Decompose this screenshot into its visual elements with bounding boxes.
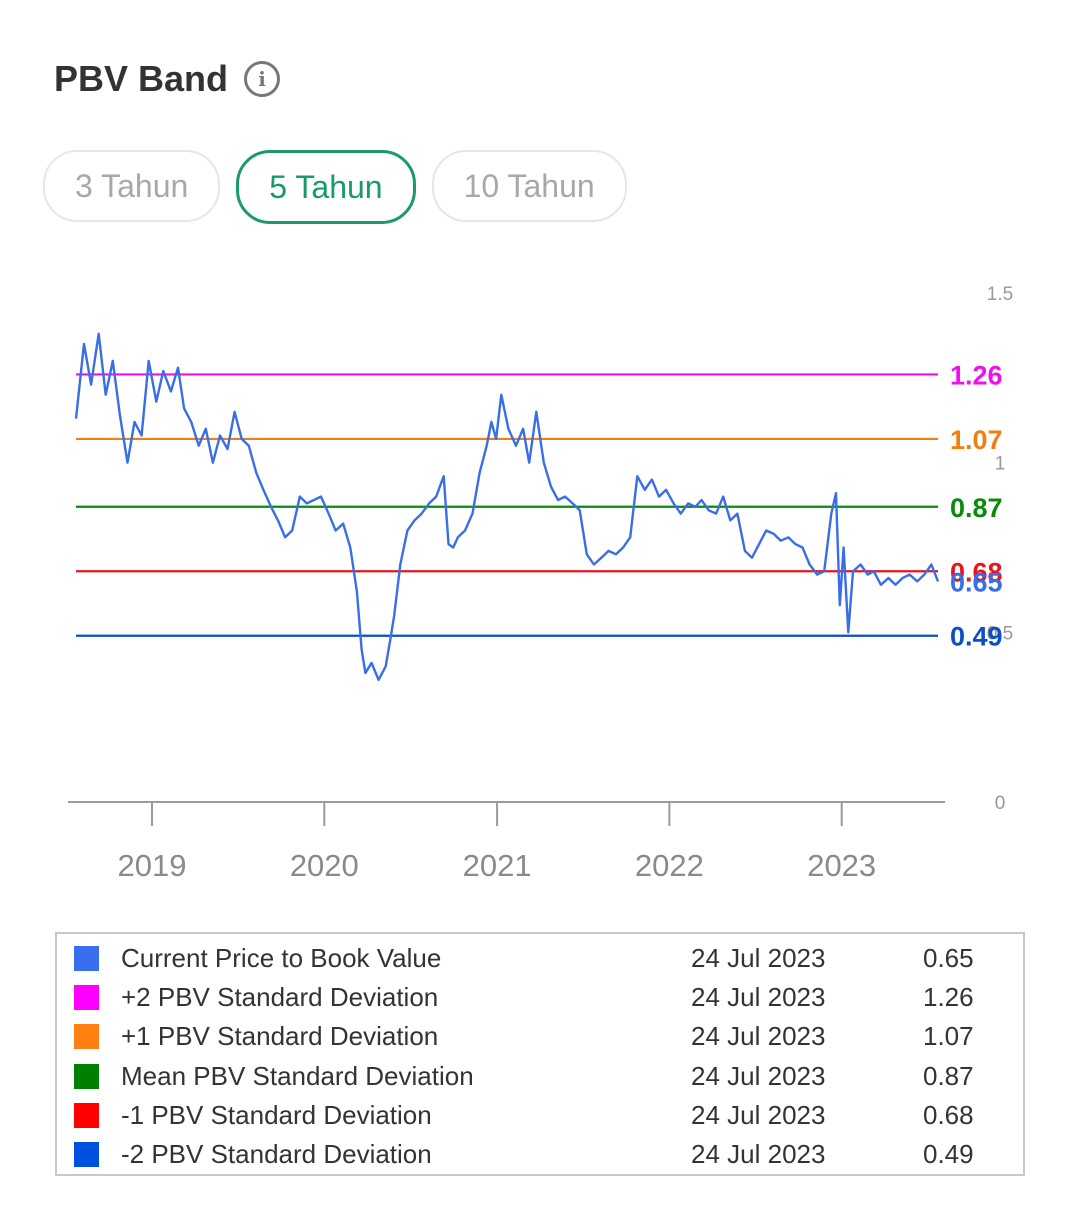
x-tick-label: 2020 (290, 848, 359, 883)
legend-swatch (74, 1142, 99, 1168)
tab-5-tahun[interactable]: 5 Tahun (236, 150, 416, 224)
band-lines (76, 373, 938, 637)
legend-row: -1 PBV Standard Deviation 24 Jul 2023 0.… (57, 1096, 1023, 1135)
x-tick-label: 2019 (118, 848, 187, 883)
legend-swatch (74, 1024, 99, 1050)
legend-name: -1 PBV Standard Deviation (121, 1099, 432, 1130)
legend-swatch (74, 946, 99, 972)
tab-3-tahun[interactable]: 3 Tahun (43, 150, 221, 222)
y-tick-label: 0.5 (987, 623, 1013, 644)
series-line (74, 332, 940, 681)
legend-name: Mean PBV Standard Deviation (121, 1060, 474, 1091)
legend-name: Current Price to Book Value (121, 943, 442, 974)
series-value-label: 0.65 (950, 567, 1003, 597)
legend-value: 0.65 (923, 943, 974, 974)
x-tick-label: 2022 (635, 848, 704, 883)
legend-date: 24 Jul 2023 (691, 1021, 826, 1052)
legend-date: 24 Jul 2023 (691, 943, 826, 974)
band-value-label: 0.68 (950, 557, 1003, 587)
band-value-label: 1.26 (950, 360, 1003, 390)
legend-row: Current Price to Book Value 24 Jul 2023 … (57, 939, 1023, 978)
header: PBV Band i (54, 58, 281, 100)
info-icon[interactable]: i (244, 61, 281, 97)
x-tick-label: 2021 (463, 848, 532, 883)
y-tick-label: 0 (995, 793, 1006, 814)
band-value-label: 0.87 (950, 493, 1003, 523)
tab-10-tahun[interactable]: 10 Tahun (431, 150, 627, 222)
x-axis: 2019 2020 2021 2022 2023 (68, 801, 945, 883)
band-value-label: 0.49 (950, 622, 1003, 652)
legend-value: 0.68 (923, 1099, 974, 1130)
legend-name: +2 PBV Standard Deviation (121, 982, 439, 1013)
legend-value: 1.26 (923, 982, 974, 1013)
legend-name: +1 PBV Standard Deviation (121, 1021, 439, 1052)
legend-date: 24 Jul 2023 (691, 1139, 826, 1170)
y-axis-ticks: 1.5 1 0.5 0 (987, 284, 1013, 814)
legend-swatch (74, 1063, 99, 1089)
legend-row: +1 PBV Standard Deviation 24 Jul 2023 1.… (57, 1017, 1023, 1056)
x-tick-label: 2023 (807, 848, 876, 883)
legend-value: 0.49 (923, 1139, 974, 1170)
band-value-label: 1.07 (950, 425, 1003, 455)
legend-date: 24 Jul 2023 (691, 1099, 826, 1130)
legend-row: Mean PBV Standard Deviation 24 Jul 2023 … (57, 1057, 1023, 1096)
legend-value: 1.07 (923, 1021, 974, 1052)
legend-name: -2 PBV Standard Deviation (121, 1139, 432, 1170)
legend-swatch (74, 1102, 99, 1128)
y-tick-label: 1 (995, 454, 1006, 475)
series-layer (74, 332, 940, 681)
legend-date: 24 Jul 2023 (691, 1060, 826, 1091)
period-tabs: 3 Tahun 5 Tahun 10 Tahun (43, 150, 627, 224)
legend-row: +2 PBV Standard Deviation 24 Jul 2023 1.… (57, 978, 1023, 1017)
legend-swatch (74, 985, 99, 1011)
legend-table: Current Price to Book Value 24 Jul 2023 … (55, 932, 1025, 1176)
legend-date: 24 Jul 2023 (691, 982, 826, 1013)
legend-row: -2 PBV Standard Deviation 24 Jul 2023 0.… (57, 1135, 1023, 1174)
legend-value: 0.87 (923, 1060, 974, 1091)
band-labels: 1.26 1.07 0.87 0.68 0.49 0.65 (950, 360, 1003, 651)
pbv-band-chart: 1.510.50 1.261.070.870.680.490.65 2019 20… (68, 284, 1013, 883)
y-tick-label: 1.5 (987, 284, 1013, 305)
page-title: PBV Band (54, 58, 229, 99)
